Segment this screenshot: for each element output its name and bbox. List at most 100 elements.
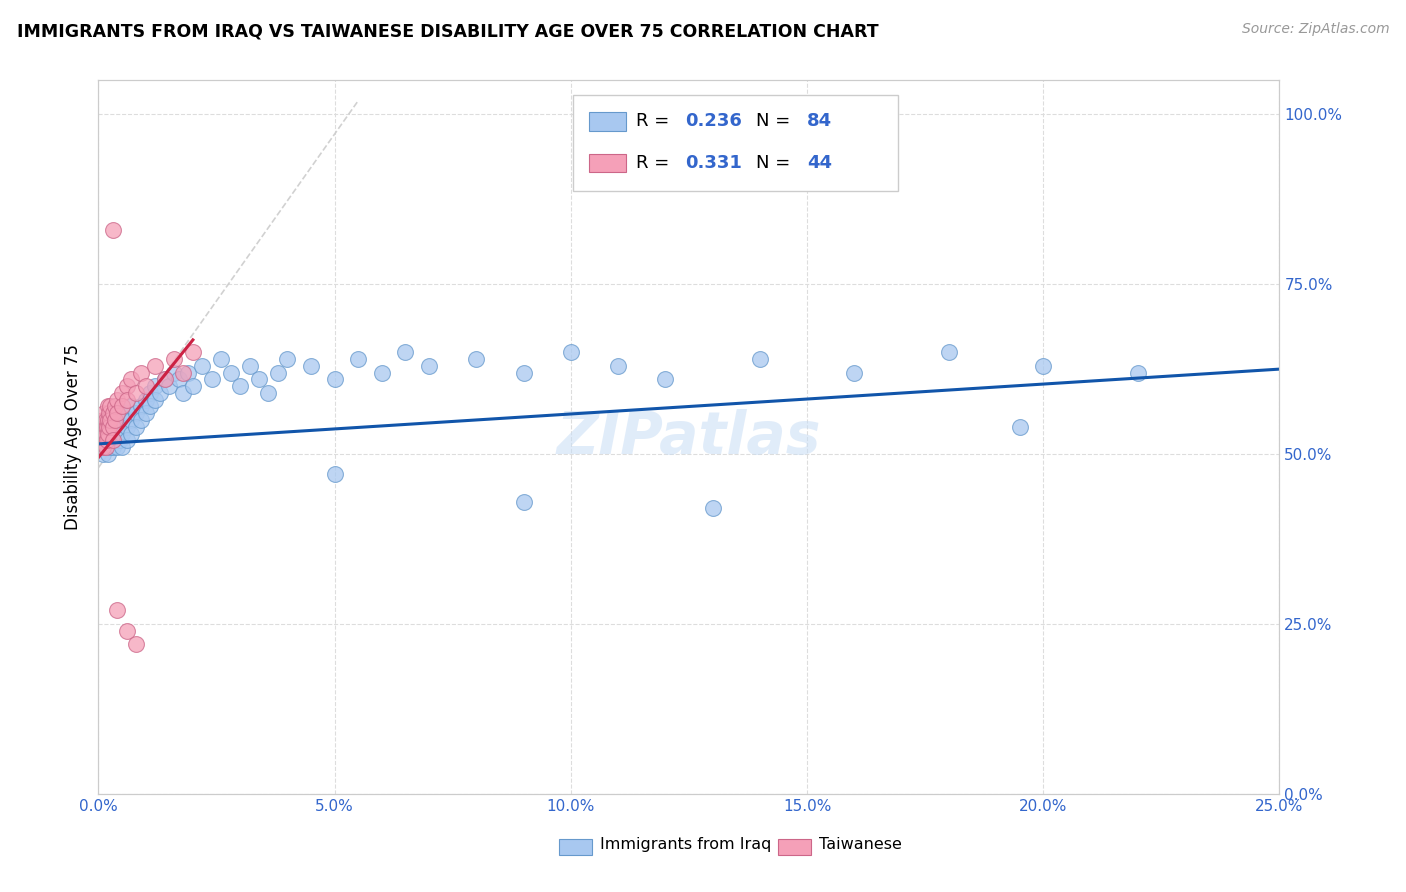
Point <box>97 406 120 420</box>
Point <box>91 447 114 461</box>
Point <box>129 413 152 427</box>
Text: 0.236: 0.236 <box>685 112 742 130</box>
Point <box>94 426 117 441</box>
Point <box>101 426 124 441</box>
Point <box>91 434 114 448</box>
Text: Taiwanese: Taiwanese <box>818 838 901 853</box>
Point <box>143 392 166 407</box>
Point <box>125 637 148 651</box>
Point <box>97 426 120 441</box>
Point <box>97 413 120 427</box>
Point <box>101 434 124 448</box>
FancyBboxPatch shape <box>589 112 626 131</box>
Point <box>108 420 131 434</box>
Point <box>844 366 866 380</box>
Point <box>104 406 127 420</box>
Text: N =: N = <box>756 112 796 130</box>
Point <box>91 413 114 427</box>
Point <box>108 434 131 448</box>
Point <box>267 366 290 380</box>
FancyBboxPatch shape <box>560 838 592 855</box>
Point <box>115 624 138 638</box>
Point <box>143 379 166 393</box>
Point <box>94 413 117 427</box>
Text: 0.331: 0.331 <box>685 153 742 172</box>
Point <box>149 385 172 400</box>
Point <box>104 400 127 414</box>
Point <box>111 400 134 414</box>
Point <box>247 372 270 386</box>
Point <box>93 426 115 441</box>
Point <box>97 426 120 441</box>
Point <box>702 501 724 516</box>
Point <box>105 413 128 427</box>
Point <box>167 372 190 386</box>
Text: R =: R = <box>636 153 675 172</box>
Point <box>465 351 488 366</box>
Text: ZIPatlas: ZIPatlas <box>557 409 821 466</box>
Point <box>94 413 117 427</box>
Point <box>93 406 115 420</box>
Point <box>938 345 960 359</box>
Point <box>219 366 242 380</box>
Point <box>98 400 121 414</box>
Point <box>121 426 143 441</box>
Point <box>91 420 114 434</box>
Point <box>172 385 194 400</box>
Point <box>163 366 186 380</box>
Point <box>93 420 115 434</box>
Point <box>101 413 124 427</box>
Point <box>177 366 200 380</box>
Point <box>181 379 204 393</box>
Point <box>101 440 124 454</box>
Point <box>121 372 143 386</box>
Point <box>135 379 157 393</box>
Point <box>94 440 117 454</box>
Point <box>115 406 138 420</box>
Point <box>97 447 120 461</box>
Point <box>299 359 322 373</box>
Point <box>139 385 162 400</box>
Point <box>115 379 138 393</box>
Point <box>104 420 127 434</box>
Point <box>97 400 120 414</box>
Point <box>181 345 204 359</box>
Point <box>394 345 416 359</box>
Point <box>90 434 112 448</box>
Point <box>104 413 127 427</box>
Point <box>125 420 148 434</box>
Point <box>105 440 128 454</box>
Point <box>97 413 120 427</box>
Point <box>512 494 534 508</box>
Point <box>257 385 280 400</box>
Point <box>96 420 118 434</box>
Text: Source: ZipAtlas.com: Source: ZipAtlas.com <box>1241 22 1389 37</box>
Point <box>276 351 298 366</box>
Point <box>91 426 114 441</box>
Text: R =: R = <box>636 112 675 130</box>
Point <box>1008 420 1031 434</box>
Point <box>1126 366 1149 380</box>
Point <box>97 434 120 448</box>
Point <box>143 359 166 373</box>
Point <box>323 372 346 386</box>
Point <box>209 351 232 366</box>
Point <box>229 379 252 393</box>
Point <box>135 406 157 420</box>
Point <box>115 434 138 448</box>
Point <box>153 372 176 386</box>
Point <box>98 440 121 454</box>
Point <box>371 366 394 380</box>
Point <box>129 400 152 414</box>
FancyBboxPatch shape <box>574 95 898 191</box>
Y-axis label: Disability Age Over 75: Disability Age Over 75 <box>65 344 83 530</box>
Text: 44: 44 <box>807 153 832 172</box>
Text: 84: 84 <box>807 112 832 130</box>
Point <box>111 426 134 441</box>
Point <box>91 440 114 454</box>
Point <box>135 392 157 407</box>
Point <box>101 223 124 237</box>
Point <box>111 413 134 427</box>
Point <box>96 426 118 441</box>
Point <box>97 420 120 434</box>
